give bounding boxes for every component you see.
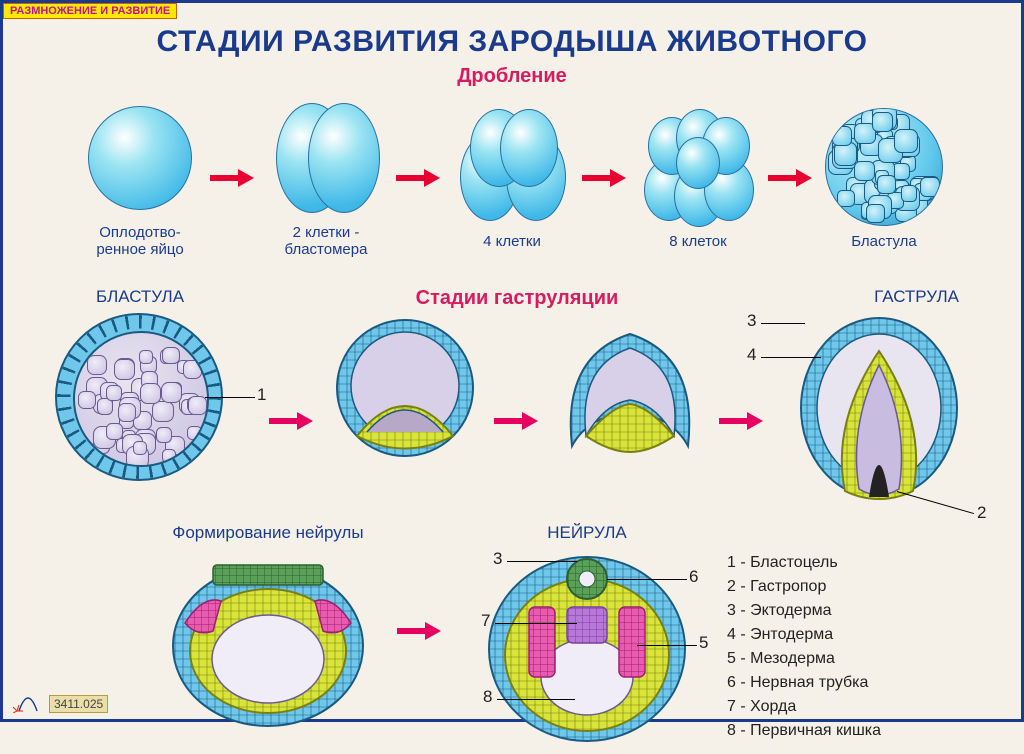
arrow-icon	[210, 170, 256, 186]
legend-item: 3 - Эктодерма	[727, 599, 881, 623]
callout-1: 1	[257, 385, 266, 405]
gastrulation-row: БЛАСТУЛА 1 Стадии гаструляции	[3, 287, 1021, 513]
legend: 1 - Бластоцель 2 - Гастропор 3 - Эктодер…	[727, 551, 881, 743]
stage-label: Бластула	[851, 233, 917, 250]
arrow-icon	[768, 170, 814, 186]
callout-n5: 5	[699, 633, 708, 653]
blastula-section: БЛАСТУЛА 1	[55, 287, 225, 483]
stage-label: 4 клетки	[483, 233, 541, 250]
callout-n7: 7	[481, 611, 490, 631]
callout-n8: 8	[483, 687, 492, 707]
legend-item: 4 - Энтодерма	[727, 623, 881, 647]
arrow-icon	[397, 623, 443, 639]
neurula-forming-label: Формирование нейрулы	[172, 523, 363, 543]
callout-4: 4	[747, 345, 756, 365]
gastrula-label: ГАСТРУЛА	[874, 287, 959, 307]
legend-item: 5 - Мезодерма	[727, 647, 881, 671]
gastrula-stage-2	[552, 316, 707, 466]
neurula-label: НЕЙРУЛА	[547, 523, 627, 543]
logo-icon	[13, 683, 43, 713]
arrow-icon	[269, 413, 315, 429]
main-title: СТАДИИ РАЗВИТИЯ ЗАРОДЫША ЖИВОТНОГО	[3, 25, 1021, 59]
stage-8cell: 8 клеток	[638, 107, 758, 250]
footer: 3411.025	[13, 683, 108, 713]
arrow-icon	[719, 413, 765, 429]
legend-item: 2 - Гастропор	[727, 575, 881, 599]
arrow-icon	[396, 170, 442, 186]
stage-blastula: Бластула	[824, 107, 944, 250]
arrow-icon	[494, 413, 540, 429]
blastula-label: БЛАСТУЛА	[96, 287, 184, 307]
stage-label: 8 клеток	[669, 233, 726, 250]
callout-3: 3	[747, 311, 756, 331]
cleavage-row: Оплодотво- ренное яйцо 2 клетки - бласто…	[3, 98, 1021, 259]
legend-item: 1 - Бластоцель	[727, 551, 881, 575]
callout-n3: 3	[493, 549, 502, 569]
stage-zygote: Оплодотво- ренное яйцо	[80, 98, 200, 259]
legend-item: 6 - Нервная трубка	[727, 671, 881, 695]
section1-title: Дробление	[3, 65, 1021, 88]
legend-item: 8 - Первичная кишка	[727, 719, 881, 743]
callout-n6: 6	[689, 567, 698, 587]
neurula-final: НЕЙРУЛА 3	[467, 523, 707, 749]
section2-title: Стадии гаструляции	[416, 287, 619, 310]
stage-label: Оплодотво- ренное яйцо	[96, 224, 183, 259]
gastrula-final: ГАСТРУЛА 3 4 2	[779, 287, 969, 513]
legend-item: 7 - Хорда	[727, 695, 881, 719]
callout-2: 2	[977, 503, 986, 523]
neurula-row: Формирование нейрулы НЕЙРУЛА	[3, 523, 1021, 749]
gastrula-stage-1	[327, 316, 482, 466]
stage-2cell: 2 клетки - бластомера	[266, 98, 386, 259]
chart-code: 3411.025	[49, 695, 108, 713]
stage-label: 2 клетки - бластомера	[285, 224, 368, 259]
neurula-forming: Формирование нейрулы	[163, 523, 373, 731]
arrow-icon	[582, 170, 628, 186]
category-tab: РАЗМНОЖЕНИЕ И РАЗВИТИЕ	[3, 3, 177, 19]
stage-4cell: 4 клетки	[452, 107, 572, 250]
